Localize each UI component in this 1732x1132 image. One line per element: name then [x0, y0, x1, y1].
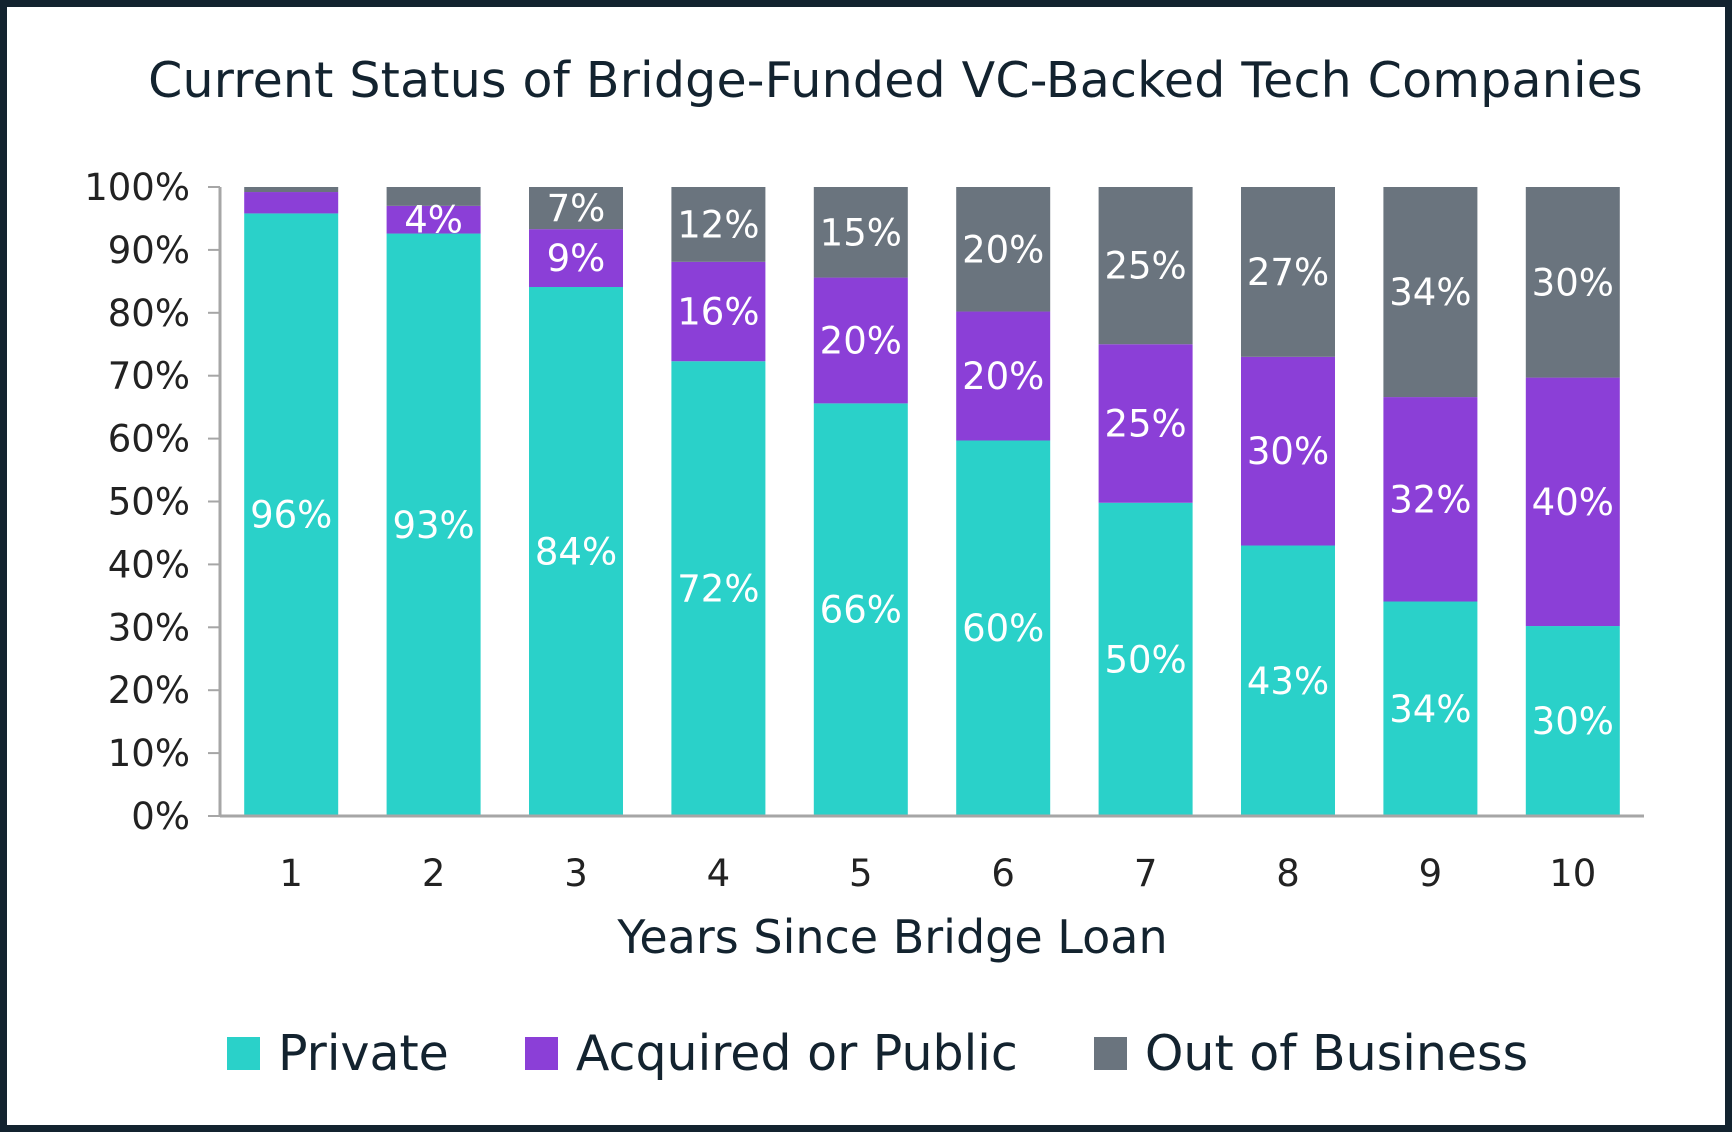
- axes: [218, 187, 1644, 818]
- bar-out-of-business-2: [386, 187, 481, 206]
- data-label-private-3: 84%: [535, 531, 617, 574]
- legend-item-private: Private: [227, 1025, 449, 1082]
- y-axis-ticks: 0% 10% 20% 30% 40% 50% 60% 70% 80% 90% 100%: [84, 166, 220, 838]
- data-label-acquired-or-public-8: 30%: [1247, 430, 1329, 473]
- legend-item-out-of-business: Out of Business: [1093, 1024, 1529, 1082]
- bar-private-6: [956, 440, 1051, 816]
- legend-swatch: [1093, 1036, 1127, 1070]
- legend-item-acquired-or-public: Acquired or Public: [524, 1024, 1018, 1082]
- x-tick-label: 8: [1276, 852, 1300, 895]
- bar-acquired-or-public-10: [1525, 377, 1620, 627]
- bar-private-4: [671, 361, 766, 816]
- data-label-acquired-or-public-9: 32%: [1389, 478, 1471, 521]
- legend: Private Acquired or Public Out of Business: [227, 1023, 1604, 1083]
- y-tick-label: 80%: [108, 292, 190, 335]
- data-label-out-of-business-9: 34%: [1389, 271, 1471, 314]
- data-label-out-of-business-4: 12%: [677, 203, 759, 246]
- data-label-private-8: 43%: [1247, 660, 1329, 703]
- x-tick-label: 2: [422, 852, 446, 895]
- x-tick-label: 6: [991, 852, 1015, 895]
- y-tick-label: 60%: [108, 418, 190, 461]
- x-tick-label: 4: [707, 852, 731, 895]
- bar-out-of-business-7: [1098, 187, 1193, 345]
- data-label-out-of-business-8: 27%: [1247, 251, 1329, 294]
- bar-out-of-business-5: [813, 187, 908, 278]
- data-label-acquired-or-public-2: 4%: [404, 199, 463, 242]
- y-tick-label: 0%: [131, 795, 190, 838]
- data-label-out-of-business-6: 20%: [962, 228, 1044, 271]
- y-tick-label: 90%: [108, 229, 190, 272]
- y-tick-label: 70%: [108, 355, 190, 398]
- bar-out-of-business-1: [244, 187, 339, 193]
- y-tick-label: 20%: [108, 669, 190, 712]
- data-labels: 96% 93% 4% 84% 9% 7% 72% 16% 12% 66% 20% 15% 60% 20% 2…: [250, 187, 1614, 743]
- data-label-acquired-or-public-3: 9%: [547, 237, 606, 280]
- bar-private-3: [529, 287, 623, 816]
- x-tick-label: 7: [1134, 852, 1158, 895]
- data-label-acquired-or-public-10: 40%: [1532, 481, 1614, 524]
- x-axis-ticks: 1 2 3 4 5 6 7 8 9 10: [279, 852, 1596, 895]
- bar-private-7: [1098, 502, 1193, 816]
- y-tick-label: 100%: [84, 166, 190, 209]
- legend-label: Private: [278, 1024, 449, 1082]
- data-label-private-9: 34%: [1389, 688, 1471, 731]
- chart-title: Current Status of Bridge-Funded VC-Backe…: [148, 52, 1643, 109]
- x-tick-label: 9: [1419, 852, 1443, 895]
- data-label-private-10: 30%: [1532, 700, 1614, 743]
- legend-swatch: [524, 1036, 558, 1070]
- bar-private-10: [1525, 626, 1620, 816]
- y-tick-label: 40%: [108, 543, 190, 586]
- bar-acquired-or-public-1: [244, 192, 339, 214]
- data-label-out-of-business-7: 25%: [1104, 245, 1186, 288]
- bar-out-of-business-8: [1241, 187, 1335, 357]
- x-tick-label: 1: [279, 852, 303, 895]
- bar-acquired-or-public-6: [956, 311, 1051, 441]
- data-label-private-1: 96%: [250, 494, 332, 537]
- bar-stacks: [244, 187, 1620, 817]
- legend-swatch: [227, 1036, 260, 1070]
- bar-private-2: [386, 233, 481, 816]
- bar-acquired-or-public-8: [1241, 356, 1335, 546]
- data-label-out-of-business-10: 30%: [1532, 261, 1614, 304]
- data-label-acquired-or-public-4: 16%: [677, 291, 759, 334]
- bar-acquired-or-public-9: [1383, 397, 1478, 602]
- data-label-acquired-or-public-7: 25%: [1104, 403, 1186, 446]
- y-tick-label: 50%: [108, 481, 190, 524]
- x-tick-label: 3: [564, 852, 588, 895]
- bar-acquired-or-public-7: [1098, 344, 1193, 503]
- x-axis-label: Years Since Bridge Loan: [617, 910, 1168, 964]
- bar-out-of-business-3: [529, 187, 623, 230]
- bar-out-of-business-10: [1525, 187, 1620, 378]
- bar-private-8: [1241, 545, 1335, 816]
- data-label-out-of-business-5: 15%: [820, 211, 902, 254]
- data-label-out-of-business-3: 7%: [547, 187, 606, 230]
- bar-acquired-or-public-4: [671, 261, 766, 362]
- data-label-acquired-or-public-5: 20%: [820, 319, 902, 362]
- bar-private-9: [1383, 601, 1478, 816]
- bar-out-of-business-6: [956, 187, 1051, 312]
- data-label-private-2: 93%: [392, 504, 474, 547]
- data-label-acquired-or-public-6: 20%: [962, 355, 1044, 398]
- bar-acquired-or-public-5: [813, 277, 908, 404]
- x-tick-label: 10: [1549, 852, 1596, 895]
- bar-acquired-or-public-3: [529, 229, 623, 288]
- bar-private-1: [244, 213, 339, 817]
- bar-out-of-business-9: [1383, 187, 1478, 398]
- legend-label: Acquired or Public: [575, 1024, 1018, 1082]
- y-tick-label: 10%: [108, 732, 190, 775]
- legend-label: Out of Business: [1144, 1024, 1529, 1082]
- data-label-private-5: 66%: [820, 589, 902, 632]
- data-label-private-7: 50%: [1104, 638, 1186, 681]
- x-tick-label: 5: [849, 852, 873, 895]
- data-label-private-6: 60%: [962, 607, 1044, 650]
- data-label-private-4: 72%: [677, 568, 759, 611]
- bar-private-5: [813, 403, 908, 816]
- bar-out-of-business-4: [671, 187, 766, 262]
- y-tick-label: 30%: [108, 606, 190, 649]
- bar-acquired-or-public-2: [386, 205, 481, 234]
